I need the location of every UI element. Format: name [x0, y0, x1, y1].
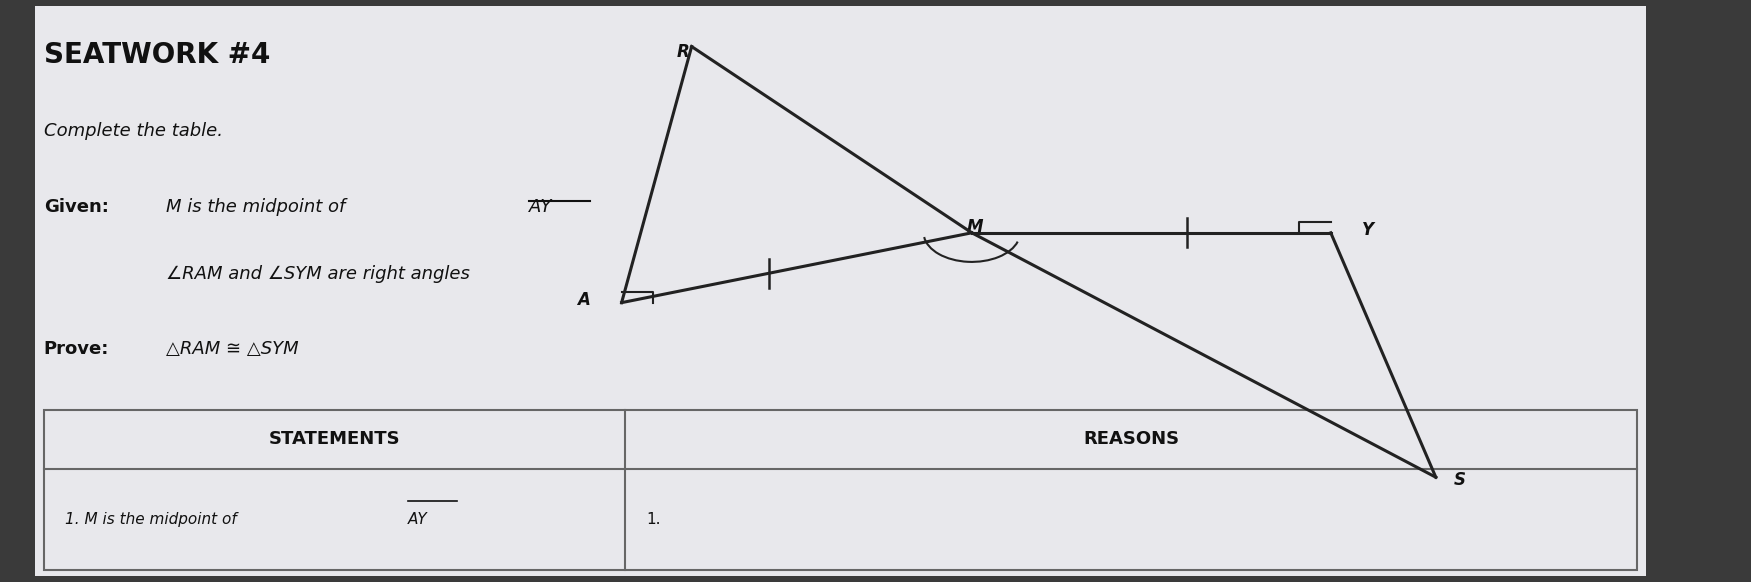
Text: M is the midpoint of: M is the midpoint of [166, 198, 345, 216]
Bar [44, 410, 1637, 570]
Text: M: M [967, 218, 984, 236]
Text: R: R [676, 43, 690, 61]
Text: STATEMENTS: STATEMENTS [268, 431, 401, 448]
Text: Complete the table.: Complete the table. [44, 122, 222, 140]
Text: Given:: Given: [44, 198, 109, 216]
Text: ∠RAM and ∠SYM are right angles: ∠RAM and ∠SYM are right angles [166, 265, 471, 283]
Text: △RAM ≅ △SYM: △RAM ≅ △SYM [166, 340, 299, 359]
Text: S: S [1453, 471, 1466, 489]
Text: Y: Y [1362, 221, 1375, 239]
Text: REASONS: REASONS [1084, 431, 1180, 448]
Text: A: A [578, 291, 590, 308]
Text: 1.: 1. [646, 512, 660, 527]
Text: 1. M is the midpoint of: 1. M is the midpoint of [65, 512, 236, 527]
Text: SEATWORK #4: SEATWORK #4 [44, 41, 270, 69]
Text: AY: AY [529, 198, 552, 216]
Text: AY: AY [408, 512, 427, 527]
Text: Prove:: Prove: [44, 340, 109, 359]
